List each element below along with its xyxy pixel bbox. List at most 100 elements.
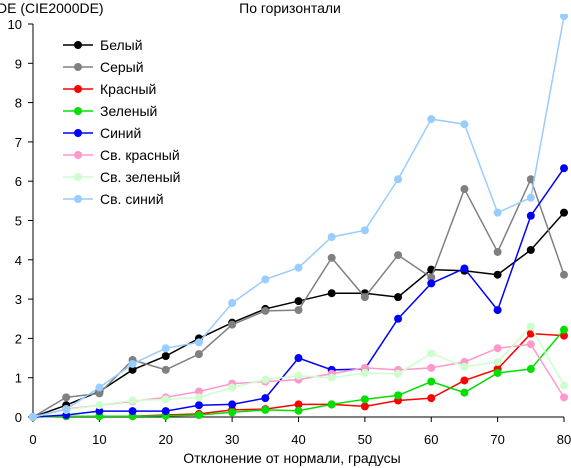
data-point: [261, 394, 270, 403]
data-point: [360, 368, 369, 377]
data-point: [327, 289, 336, 298]
series-7: [29, 14, 568, 421]
data-point: [294, 371, 303, 380]
series-layer: [29, 14, 568, 421]
data-point: [29, 413, 37, 421]
x-tick-label: 60: [424, 432, 438, 447]
data-point: [95, 401, 104, 410]
data-point: [526, 211, 535, 220]
legend-item: Красный: [63, 81, 156, 97]
data-point: [261, 375, 270, 384]
legend-marker: [74, 151, 82, 159]
data-point: [427, 273, 436, 282]
legend-item: Зеленый: [63, 103, 157, 119]
data-point: [526, 365, 535, 374]
data-point: [194, 401, 203, 410]
legend-label: Св. зеленый: [100, 169, 180, 185]
legend-label: Св. синий: [100, 191, 164, 207]
y-tick-label: 6: [15, 174, 22, 189]
legend-item: Св. зеленый: [63, 169, 180, 185]
data-point: [128, 407, 137, 416]
legend-label: Белый: [100, 37, 143, 53]
data-point: [427, 377, 436, 386]
data-point: [493, 344, 502, 353]
data-point: [261, 306, 270, 315]
legend-marker: [74, 129, 82, 137]
data-point: [95, 383, 104, 392]
data-point: [427, 394, 436, 403]
x-axis-label: Отклонение от нормали, градусы: [183, 450, 400, 466]
legend-marker: [74, 195, 82, 203]
data-point: [560, 164, 568, 173]
data-point: [460, 264, 469, 273]
series-0: [29, 208, 568, 421]
data-point: [194, 350, 203, 359]
data-point: [493, 357, 502, 366]
data-point: [493, 368, 502, 377]
legend-marker: [74, 107, 82, 115]
data-point: [161, 352, 170, 361]
y-tick-label: 8: [15, 96, 22, 111]
x-tick-label: 20: [159, 432, 173, 447]
x-tick-label: 80: [557, 432, 571, 447]
data-point: [360, 226, 369, 235]
data-point: [560, 393, 568, 402]
x-tick-label: 50: [358, 432, 372, 447]
data-point: [560, 381, 568, 390]
data-point: [228, 299, 237, 308]
data-point: [394, 314, 403, 323]
data-point: [228, 383, 237, 392]
axes: 0 1 2 3 4 5 6 7 8 9 10 0 10 20 30 40 50 60 70 80: [8, 17, 571, 447]
legend-label: Зеленый: [100, 103, 157, 119]
data-point: [194, 411, 203, 420]
data-point: [360, 402, 369, 411]
data-point: [560, 14, 568, 21]
y-tick-label: 9: [15, 56, 22, 71]
data-point: [394, 251, 403, 260]
data-point: [161, 365, 170, 374]
data-point: [560, 325, 568, 334]
data-point: [460, 388, 469, 397]
legend-label: Серый: [100, 59, 144, 75]
y-tick-label: 1: [15, 371, 22, 386]
data-point: [294, 354, 303, 363]
data-point: [294, 263, 303, 272]
legend: Белый Серый Красный Зеленый Синий Св. красный…: [63, 37, 180, 207]
data-point: [427, 363, 436, 372]
legend-label: Синий: [100, 125, 141, 141]
data-point: [327, 233, 336, 242]
legend-label: Красный: [100, 81, 156, 97]
data-point: [62, 393, 71, 402]
data-point: [228, 408, 237, 417]
data-point: [526, 340, 535, 349]
legend-item: Серый: [63, 59, 144, 75]
y-tick-label: 0: [15, 410, 22, 425]
series-line: [32, 212, 565, 418]
legend-marker: [74, 173, 82, 181]
y-tick-label: 5: [15, 214, 22, 229]
data-point: [360, 395, 369, 404]
x-tick-label: 40: [291, 432, 305, 447]
data-point: [427, 349, 436, 358]
x-tick-label: 0: [29, 432, 36, 447]
data-point: [460, 362, 469, 371]
legend-item: Синий: [63, 125, 141, 141]
y-tick-label: 10: [8, 17, 22, 32]
x-tick-label: 70: [490, 432, 504, 447]
x-tick-label: 10: [92, 432, 106, 447]
data-point: [394, 391, 403, 400]
legend-marker: [74, 85, 82, 93]
data-point: [327, 253, 336, 262]
data-point: [294, 406, 303, 415]
data-point: [294, 297, 303, 306]
data-point: [560, 208, 568, 217]
data-point: [161, 407, 170, 416]
data-point: [493, 270, 502, 279]
y-tick-label: 3: [15, 292, 22, 307]
chart-title: По горизонтали: [239, 0, 341, 16]
legend-label: Св. красный: [100, 147, 180, 163]
legend-marker: [74, 63, 82, 71]
data-point: [62, 405, 71, 414]
data-point: [194, 387, 203, 396]
